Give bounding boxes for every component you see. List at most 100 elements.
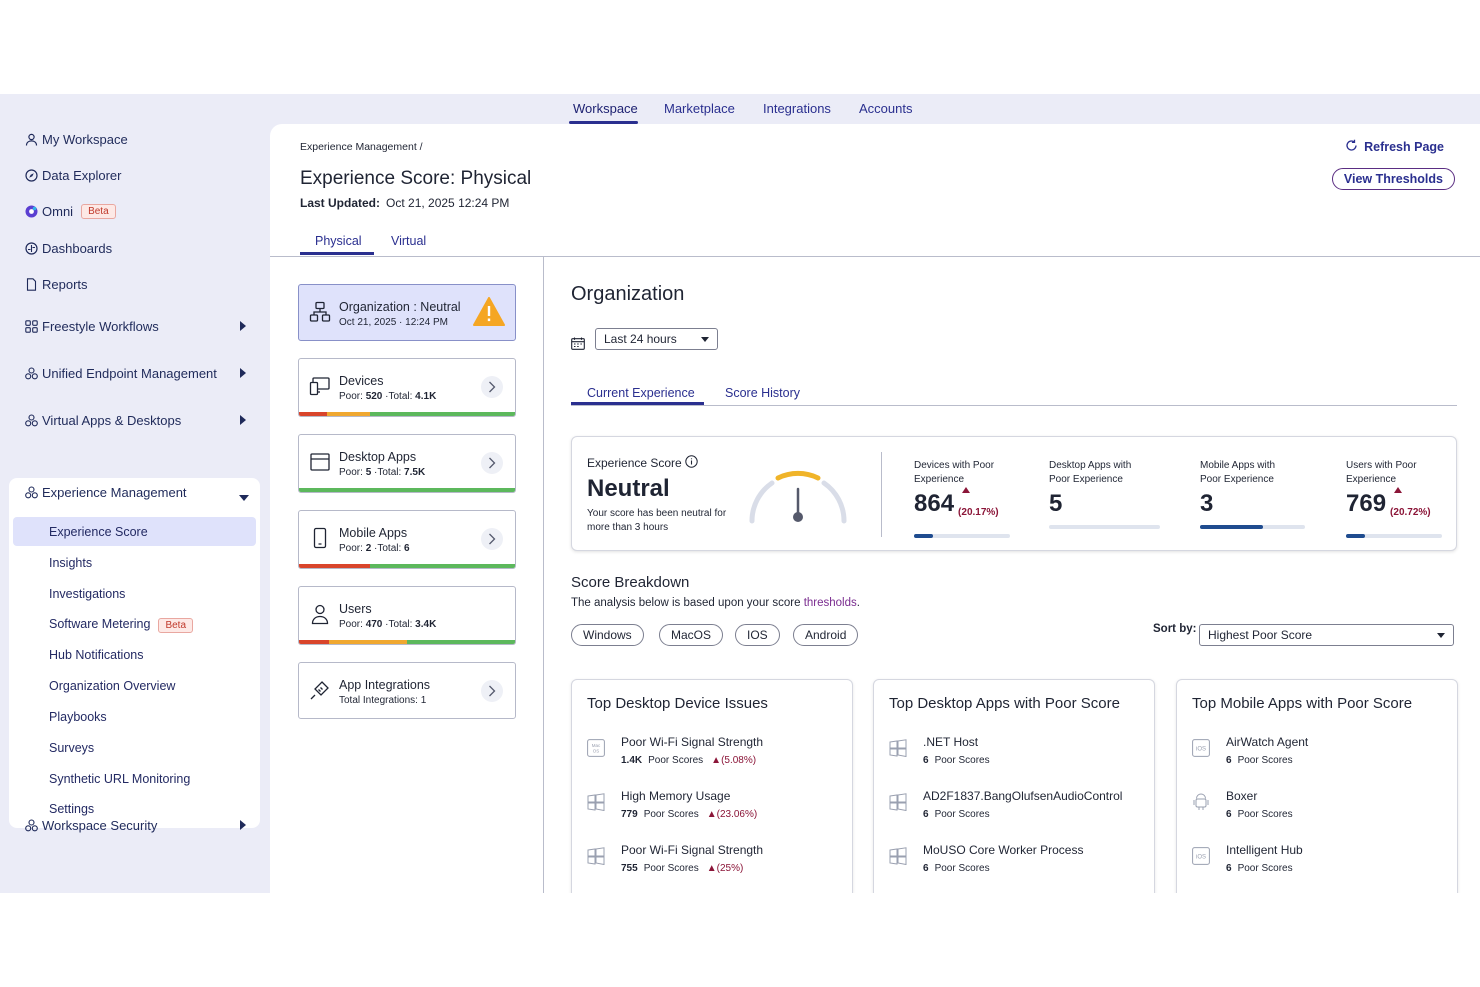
good-segment bbox=[299, 488, 515, 492]
experience-score-summary: Experience Score Neutral Your score has … bbox=[571, 436, 1457, 551]
sort-by-value: Highest Poor Score bbox=[1208, 628, 1313, 642]
change-value: (25%) bbox=[716, 863, 744, 874]
tab-score-history[interactable]: Score History bbox=[725, 386, 801, 400]
tab-virtual[interactable]: Virtual bbox=[391, 234, 427, 248]
tab-physical[interactable]: Physical bbox=[315, 234, 362, 248]
filter-chip-windows[interactable]: Windows bbox=[571, 624, 644, 646]
poor-label: Poor Scores bbox=[648, 755, 704, 766]
android-icon bbox=[1192, 793, 1210, 811]
sidebar-item-data-explorer[interactable]: Data Explorer bbox=[24, 168, 121, 183]
thresholds-link[interactable]: thresholds bbox=[803, 597, 857, 609]
sidebar-item-workspace-security[interactable]: Workspace Security bbox=[24, 818, 246, 833]
sidebar-item-freestyle-workflows[interactable]: Freestyle Workflows bbox=[24, 319, 246, 334]
item-name: Poor Wi-Fi Signal Strength bbox=[621, 843, 764, 857]
card-title: Organization : Neutral bbox=[339, 300, 461, 314]
collapse-arrow-icon[interactable] bbox=[239, 495, 249, 501]
time-range-select[interactable]: Last 24 hours bbox=[595, 328, 718, 350]
card-users[interactable]: Users Poor: 470 ·Total: 3.4K bbox=[298, 586, 516, 645]
filter-chip-macos[interactable]: MacOS bbox=[659, 624, 724, 646]
sidebar-item-my-workspace[interactable]: My Workspace bbox=[24, 132, 128, 147]
card-app-integrations[interactable]: App Integrations Total Integrations: 1 bbox=[298, 662, 516, 719]
sort-by-select[interactable]: Highest Poor Score bbox=[1199, 624, 1454, 646]
chevron-right-icon[interactable] bbox=[481, 452, 503, 474]
user-icon bbox=[309, 603, 331, 625]
expand-arrow-icon[interactable] bbox=[240, 321, 246, 331]
poor-label: Poor Scores bbox=[643, 863, 699, 874]
sub-item-synthetic-url-monitoring[interactable]: Synthetic URL Monitoring bbox=[49, 772, 191, 786]
filter-chip-ios[interactable]: IOS bbox=[735, 624, 780, 646]
view-thresholds-button[interactable]: View Thresholds bbox=[1331, 168, 1455, 190]
poor-count: 6 bbox=[923, 755, 929, 766]
divider bbox=[270, 256, 1480, 257]
item-name: Poor Wi-Fi Signal Strength bbox=[621, 735, 764, 749]
item-name: AirWatch Agent bbox=[1226, 735, 1309, 749]
refresh-label: Refresh Page bbox=[1364, 140, 1444, 154]
sidebar-item-virtual-apps[interactable]: Virtual Apps & Desktops bbox=[24, 413, 246, 428]
poor-count: 779 bbox=[621, 809, 638, 820]
expand-arrow-icon[interactable] bbox=[240, 820, 246, 830]
sidebar-item-uem[interactable]: Unified Endpoint Management bbox=[24, 366, 246, 381]
sidebar: My Workspace Data Explorer Omni Beta Das… bbox=[0, 124, 270, 893]
divider bbox=[543, 257, 544, 893]
windows-icon bbox=[889, 739, 907, 758]
info-icon[interactable] bbox=[685, 455, 698, 471]
ios-icon: iOS bbox=[1192, 739, 1210, 757]
card-mobile-apps[interactable]: Mobile Apps Poor: 2 ·Total: 6 bbox=[298, 510, 516, 569]
sidebar-item-dashboards[interactable]: Dashboards bbox=[24, 241, 112, 256]
sidebar-item-omni[interactable]: Omni Beta bbox=[24, 204, 116, 219]
tab-marketplace[interactable]: Marketplace bbox=[664, 101, 735, 116]
poor-count: 520 bbox=[365, 391, 383, 402]
warning-icon bbox=[473, 297, 505, 332]
refresh-page-button[interactable]: Refresh Page bbox=[1345, 139, 1444, 155]
filter-chip-android[interactable]: Android bbox=[793, 624, 859, 646]
sub-item-investigations[interactable]: Investigations bbox=[49, 587, 126, 601]
org-chart-icon bbox=[309, 301, 331, 323]
item-stats: 6 Poor Scores bbox=[923, 755, 990, 766]
poor-label: Poor Scores bbox=[1237, 863, 1293, 874]
tab-current-experience[interactable]: Current Experience bbox=[587, 386, 695, 400]
dashboard-icon bbox=[24, 242, 38, 256]
svg-text:iOS: iOS bbox=[1196, 855, 1206, 861]
expand-arrow-icon[interactable] bbox=[240, 415, 246, 425]
sidebar-item-label: Unified Endpoint Management bbox=[42, 366, 217, 381]
card-subtitle: Poor: 470 ·Total: 3.4K bbox=[339, 619, 436, 630]
person-icon bbox=[24, 133, 38, 147]
sub-item-hub-notifications[interactable]: Hub Notifications bbox=[49, 648, 144, 662]
svg-text:Mac: Mac bbox=[592, 743, 601, 748]
tab-workspace[interactable]: Workspace bbox=[573, 101, 638, 116]
score-gauge bbox=[744, 459, 852, 529]
sub-item-software-metering[interactable]: Software Metering Beta bbox=[49, 617, 194, 633]
tab-integrations[interactable]: Integrations bbox=[763, 101, 831, 116]
sub-item-surveys[interactable]: Surveys bbox=[49, 741, 95, 755]
card-devices[interactable]: Devices Poor: 520 ·Total: 4.1K bbox=[298, 358, 516, 417]
metric-progress-fill bbox=[914, 534, 934, 538]
card-desktop-apps[interactable]: Desktop Apps Poor: 5 ·Total: 7.5K bbox=[298, 434, 516, 493]
sidebar-item-reports[interactable]: Reports bbox=[24, 277, 88, 292]
total-count: 4.1K bbox=[415, 391, 437, 402]
item-stats: 1.4K Poor Scores ▲(5.08%) bbox=[621, 755, 756, 766]
breadcrumb[interactable]: Experience Management / bbox=[300, 141, 423, 153]
sub-item-playbooks[interactable]: Playbooks bbox=[49, 710, 107, 724]
sub-item-experience-score[interactable]: Experience Score bbox=[49, 525, 148, 539]
panel-title: Top Desktop Apps with Poor Score bbox=[889, 695, 1120, 712]
chevron-right-icon[interactable] bbox=[481, 528, 503, 550]
poor-count: 2 bbox=[365, 543, 372, 554]
metric-users-poor: Users with Poor Experience 769 (20.72%) bbox=[1346, 459, 1442, 538]
poor-label: Poor Scores bbox=[934, 755, 990, 766]
sub-item-insights[interactable]: Insights bbox=[49, 556, 93, 570]
total-label: ·Total: bbox=[382, 391, 416, 402]
refresh-icon bbox=[1345, 139, 1358, 155]
change-indicator: ▲(5.08%) bbox=[711, 755, 757, 766]
sub-item-organization-overview[interactable]: Organization Overview bbox=[49, 679, 176, 693]
sort-by-label: Sort by: bbox=[1153, 623, 1197, 635]
chevron-right-icon[interactable] bbox=[481, 680, 503, 702]
card-organization[interactable]: Organization : Neutral Oct 21, 2025 · 12… bbox=[298, 284, 516, 341]
sidebar-item-experience-management[interactable]: Experience Management bbox=[24, 485, 187, 500]
sub-item-settings[interactable]: Settings bbox=[49, 802, 95, 816]
item-name: MoUSO Core Worker Process bbox=[923, 843, 1084, 857]
chevron-right-icon[interactable] bbox=[481, 376, 503, 398]
expand-arrow-icon[interactable] bbox=[240, 368, 246, 378]
metric-label: Mobile Apps with Poor Experience bbox=[1200, 460, 1276, 485]
tab-accounts[interactable]: Accounts bbox=[859, 101, 913, 116]
card-title: Users bbox=[339, 602, 372, 616]
